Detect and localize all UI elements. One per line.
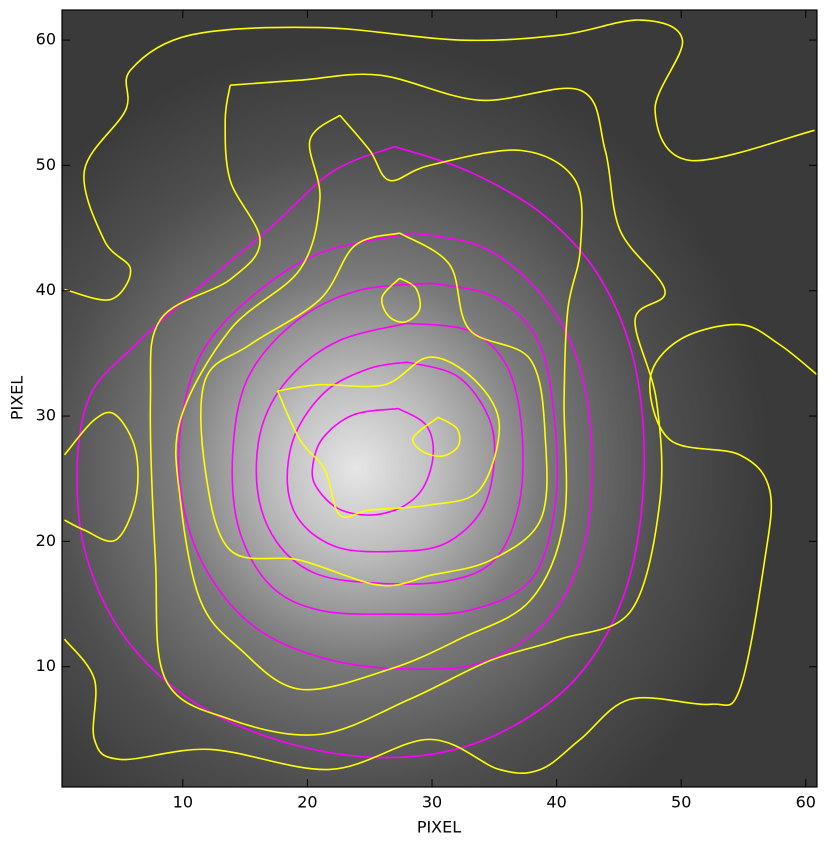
y-tick-label: 60 (36, 30, 56, 49)
y-tick-label: 50 (36, 155, 56, 174)
x-tick-label: 10 (173, 793, 193, 812)
contour-line (231, 282, 559, 616)
contour-line (64, 19, 815, 301)
x-tick-label: 30 (422, 793, 442, 812)
contour-line (177, 232, 593, 670)
image-background (62, 10, 817, 787)
x-tick-label: 20 (297, 793, 317, 812)
contour-line (63, 411, 139, 543)
contour-line (276, 356, 501, 519)
y-tick-label: 40 (36, 280, 56, 299)
contour-line (380, 277, 422, 324)
y-axis-label: PIXEL (8, 376, 27, 420)
contour-line (63, 323, 817, 775)
y-tick-label: 20 (36, 531, 56, 550)
contour-line (311, 407, 435, 516)
x-tick-label: 50 (671, 793, 691, 812)
contour-line (149, 73, 666, 736)
plot-area (63, 19, 817, 775)
contour-line (200, 232, 548, 587)
y-tick-label: 30 (36, 406, 56, 425)
x-axis-label: PIXEL (417, 818, 461, 837)
contour-line (76, 145, 646, 759)
x-tick-label: 40 (546, 793, 566, 812)
y-tick-label: 10 (36, 656, 56, 675)
plot-frame (61, 9, 818, 788)
contour-line (411, 416, 461, 458)
x-tick-label: 60 (796, 793, 816, 812)
contour-line (175, 114, 583, 691)
contour-line (286, 361, 496, 553)
